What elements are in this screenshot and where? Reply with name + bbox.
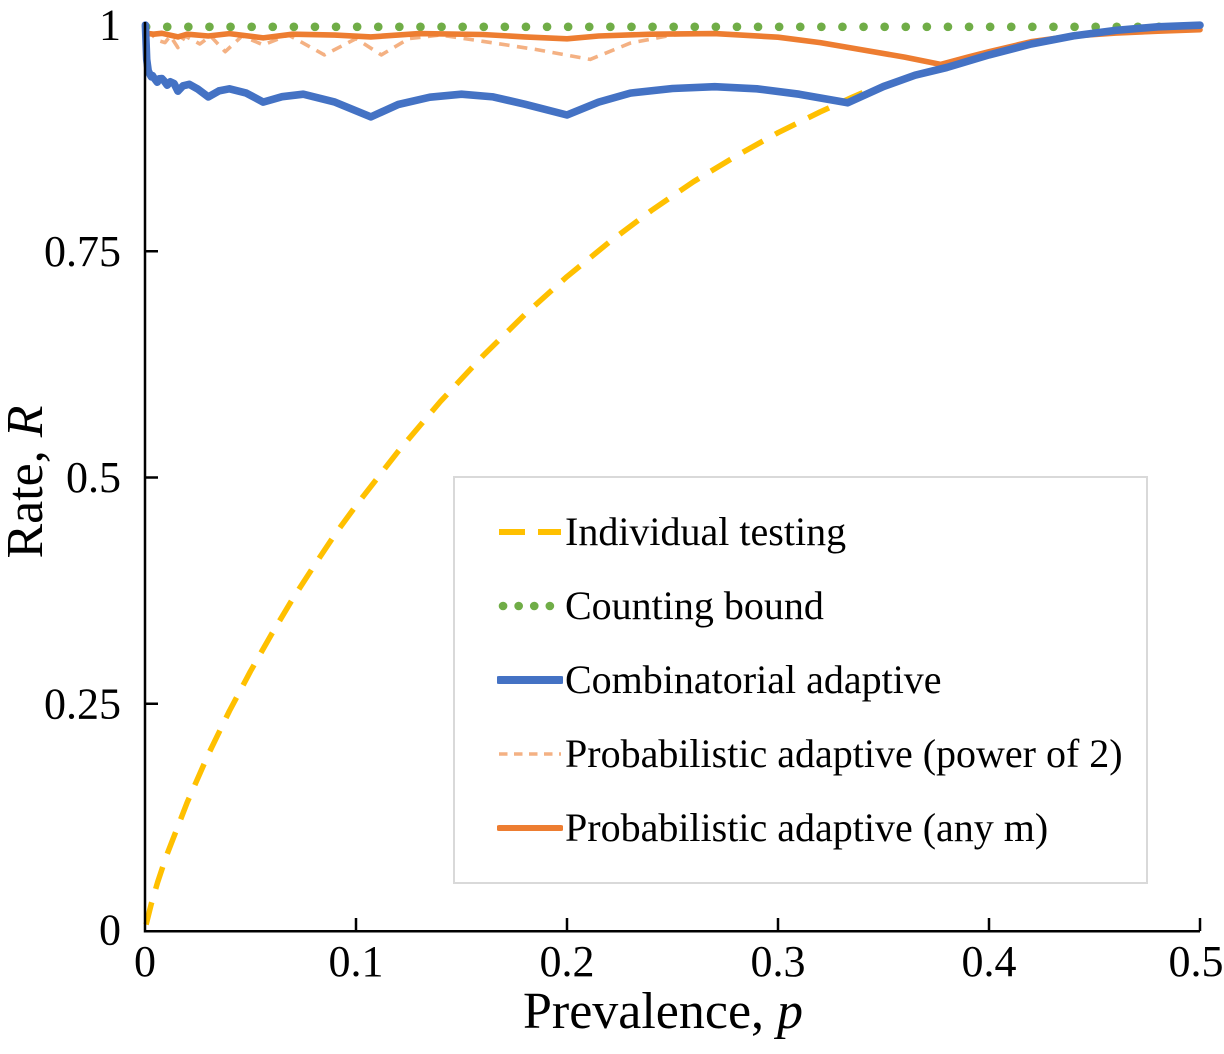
legend-label: Individual testing — [565, 509, 847, 554]
y-tick-label: 1 — [99, 1, 121, 50]
legend-item-individual-testing: Individual testing — [455, 512, 1146, 552]
x-tick-label: 0.5 — [1169, 937, 1224, 986]
legend: Individual testing Counting bound Combinat… — [453, 476, 1148, 884]
y-tick-label: 0.75 — [44, 227, 121, 276]
probabilistic-adaptive-power-of-2-legend-marker-icon — [499, 752, 561, 756]
legend-item-counting-bound: Counting bound — [455, 586, 1146, 626]
individual-testing-legend-marker-icon — [499, 529, 561, 535]
x-axis-title: Prevalence, p — [433, 986, 893, 1038]
x-axis-title-text: Prevalence, — [522, 983, 778, 1040]
y-tick-label: 0.5 — [66, 453, 121, 502]
x-tick-label: 0.4 — [962, 937, 1017, 986]
series-combinatorial-adaptive-line — [141, 21, 1204, 121]
x-tick-label: 0.1 — [329, 937, 384, 986]
legend-label: Probabilistic adaptive (any m) — [565, 805, 1049, 850]
x-tick-label: 0.2 — [540, 937, 595, 986]
y-tick-label: 0.25 — [44, 679, 121, 728]
x-axis-title-variable: p — [777, 983, 804, 1040]
x-tick-label: 0.3 — [751, 937, 806, 986]
combinatorial-adaptive-legend-marker-icon — [497, 676, 563, 684]
y-tick-label: 0 — [99, 906, 121, 955]
legend-item-combinatorial-adaptive: Combinatorial adaptive — [455, 660, 1146, 700]
legend-item-probabilistic-adaptive-power-of-2: Probabilistic adaptive (power of 2) — [455, 734, 1146, 774]
y-axis-title-variable: R — [0, 405, 54, 438]
probabilistic-adaptive-any-m-legend-marker-icon — [497, 825, 563, 831]
x-tick-label: 0 — [134, 937, 156, 986]
series-probabilistic-adaptive-any-m-line — [142, 26, 1203, 68]
y-axis-title: Rate, R — [0, 332, 56, 632]
legend-label: Probabilistic adaptive (power of 2) — [565, 731, 1123, 776]
y-axis-title-text: Rate, — [0, 437, 54, 559]
legend-label: Combinatorial adaptive — [565, 657, 942, 702]
legend-label: Counting bound — [565, 583, 824, 628]
axes — [143, 22, 1200, 933]
legend-item-probabilistic-adaptive-any-m: Probabilistic adaptive (any m) — [455, 808, 1146, 848]
series-individual-testing-line — [143, 85, 874, 926]
counting-bound-legend-marker-icon — [498, 601, 562, 611]
